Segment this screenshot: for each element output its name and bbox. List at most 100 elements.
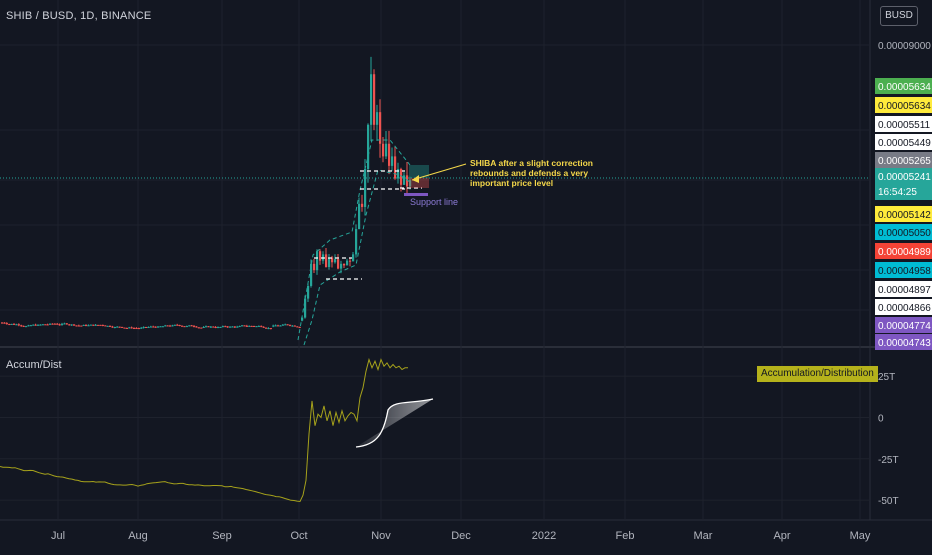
candle-body <box>293 325 296 327</box>
candle-body <box>376 112 379 125</box>
candle-body <box>125 327 128 329</box>
candle-body <box>397 169 400 179</box>
price-label-text: 0.00005050 <box>878 228 931 239</box>
symbol-title: SHIB / BUSD, 1D, BINANCE <box>6 10 152 22</box>
candle-body <box>364 169 367 207</box>
candle-body <box>27 325 30 327</box>
x-tick-label: Mar <box>694 530 713 542</box>
indicator-legend-label: Accumulation/Distribution <box>757 366 878 382</box>
candle-body <box>319 251 322 261</box>
price-label-box <box>875 152 932 168</box>
candle-body <box>20 325 23 327</box>
candle-body <box>221 326 224 328</box>
candle-body <box>334 259 337 263</box>
candle-body <box>118 326 121 328</box>
candle-body <box>331 257 334 263</box>
price-label-box <box>875 116 932 132</box>
ad-curve-annotation <box>355 398 434 448</box>
candle-body <box>304 298 307 318</box>
candle-body <box>152 326 155 328</box>
candle-body <box>147 326 150 328</box>
candle-body <box>1 322 4 324</box>
indicator-title: Accum/Dist <box>6 359 62 371</box>
candle-body <box>291 325 294 327</box>
candle-body <box>296 326 299 328</box>
candle-body <box>274 325 277 327</box>
price-label-box <box>875 299 932 315</box>
candle-body <box>277 325 280 327</box>
candle-body <box>207 326 210 328</box>
price-label-box <box>875 317 932 333</box>
candle-body <box>253 325 256 327</box>
candle-body <box>403 175 406 185</box>
candle-body <box>284 324 287 326</box>
candle-body <box>61 323 64 325</box>
candle-body <box>99 324 102 326</box>
price-label-text: 0.00005142 <box>878 210 931 221</box>
price-label-text: 0.00005449 <box>878 138 931 149</box>
price-label-text: 0.00005634 <box>878 82 931 93</box>
price-label-box <box>875 243 932 259</box>
candle-body <box>190 325 193 327</box>
candle-body <box>166 325 169 327</box>
candle-body <box>245 325 248 327</box>
candle-body <box>135 328 138 330</box>
candle-body <box>29 325 32 327</box>
candle-body <box>53 323 56 325</box>
candle-body <box>13 323 16 325</box>
candle-body <box>176 324 179 326</box>
price-label-countdown: 16:54:25 <box>878 187 917 198</box>
candle-body <box>233 326 236 328</box>
candle-body <box>142 326 145 328</box>
price-label-box <box>875 206 932 222</box>
candle-body <box>262 326 265 328</box>
candle-body <box>82 324 85 326</box>
candle-body <box>197 327 200 329</box>
candle-body <box>385 143 388 157</box>
candle-body <box>130 327 133 329</box>
x-tick-label: 2022 <box>532 530 556 542</box>
candle-body <box>101 324 104 326</box>
ad-line <box>0 357 408 503</box>
candle-body <box>367 124 370 170</box>
candle-body <box>68 324 71 326</box>
candle-body <box>340 263 343 269</box>
candle-body <box>358 203 361 230</box>
candle-body <box>337 259 340 269</box>
candle-body <box>111 326 114 328</box>
candle-body <box>15 324 18 326</box>
candle-body <box>10 323 13 325</box>
price-label-text: 0.00005634 <box>878 101 931 112</box>
candle-body <box>361 203 364 207</box>
candle-body <box>87 325 90 327</box>
position-box-profit <box>409 165 429 178</box>
band-lower <box>303 169 411 346</box>
x-tick-label: Sep <box>212 530 232 542</box>
candle-body <box>63 323 66 325</box>
candle-body <box>121 326 124 328</box>
x-tick-label: Apr <box>773 530 790 542</box>
x-tick-label: Jul <box>51 530 65 542</box>
price-label-text: 0.00004897 <box>878 285 931 296</box>
candle-body <box>154 326 157 328</box>
candle-body <box>379 112 382 144</box>
x-tick-label: Nov <box>371 530 391 542</box>
price-label-box <box>875 134 932 150</box>
candle-body <box>212 326 215 328</box>
candle-body <box>161 326 164 328</box>
x-tick-label: Oct <box>290 530 307 542</box>
price-label-box <box>875 334 932 350</box>
callout-text-line: rebounds and defends a very <box>470 168 588 178</box>
candle-body <box>214 326 217 328</box>
candle-body <box>41 324 44 326</box>
candle-body <box>22 325 25 327</box>
candle-body <box>255 326 258 328</box>
candle-body <box>109 325 112 327</box>
currency-selector[interactable]: BUSD <box>880 6 918 26</box>
candle-body <box>355 229 358 255</box>
price-label-text: 0.00004958 <box>878 266 931 277</box>
candle-body <box>352 254 355 262</box>
candle-body <box>328 257 331 267</box>
price-tick-label: 0.00009000 <box>878 41 931 52</box>
